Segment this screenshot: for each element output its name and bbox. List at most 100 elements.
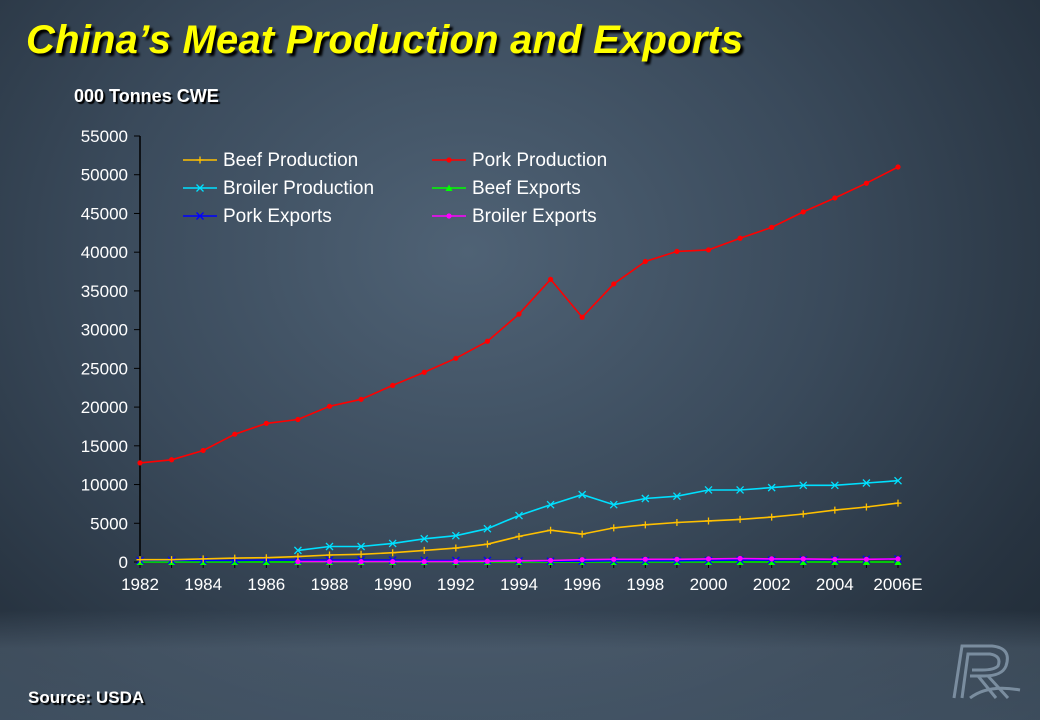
broiler-exports-line [297, 557, 899, 563]
x-tick-label: 2004 [816, 575, 854, 594]
broiler-production-point [736, 486, 745, 494]
pork-production-point [895, 164, 901, 170]
bottom-band [0, 610, 1040, 720]
broiler-exports-point [421, 559, 427, 565]
beef-exports-point [705, 558, 712, 565]
broiler-exports-point [863, 556, 870, 562]
pork-production-point [800, 209, 806, 215]
x-tick-label: 1996 [563, 575, 601, 594]
beef-production-point [736, 515, 744, 523]
y-tick-label: 15000 [81, 437, 128, 456]
legend-marker-pork-exports [196, 212, 204, 220]
beef-production-point [389, 549, 397, 557]
x-tick-label: 1990 [374, 575, 412, 594]
beef-production-point [357, 550, 365, 558]
units-label: 000 Tonnes CWE [74, 86, 219, 106]
broiler-production-point [894, 476, 902, 485]
y-tick-label: 0 [119, 553, 128, 572]
broiler-production-point [325, 542, 334, 551]
x-tick-label: 1994 [500, 575, 538, 594]
legend-label-beef-exports: Beef Exports [472, 178, 581, 199]
broiler-exports-point [737, 555, 743, 562]
beef-exports-point [799, 558, 807, 565]
beef-production-point [894, 499, 902, 507]
broiler-production-point [388, 539, 397, 548]
pork-production-point [295, 416, 301, 423]
legend-label-beef-production: Beef Production [223, 150, 358, 171]
company-logo-icon [952, 644, 1021, 700]
beef-exports-point [768, 558, 776, 565]
y-tick-label: 20000 [81, 398, 128, 417]
broiler-exports-point [769, 556, 775, 562]
beef-production-line [140, 502, 899, 561]
broiler-production-point [293, 546, 302, 555]
beef-production-point [515, 532, 523, 540]
beef-production-point [452, 544, 460, 552]
beef-production-point [578, 530, 586, 538]
pork-production-point [579, 314, 585, 320]
beef-exports-point [262, 558, 270, 565]
pork-production-point [200, 447, 206, 454]
broiler-production-point [420, 534, 429, 543]
broiler-production-point [830, 481, 839, 490]
beef-production-point [705, 517, 712, 525]
beef-production-point [799, 510, 807, 518]
broiler-production-point [609, 500, 618, 509]
beef-production-point [610, 524, 618, 532]
legend-marker-pork-production [446, 157, 452, 163]
legend-label-broiler-production: Broiler Production [223, 178, 374, 199]
broiler-production-point [767, 483, 776, 492]
beef-exports-point [894, 558, 902, 565]
y-tick-label: 25000 [81, 359, 128, 378]
broiler-production-point [862, 479, 871, 487]
broiler-exports-point [547, 557, 554, 564]
pork-production-point [326, 403, 333, 409]
page-title: China’s Meat Production and Exports [26, 18, 744, 62]
broiler-exports-point [579, 557, 585, 563]
legend-marker-broiler-production [196, 184, 204, 192]
x-tick-label: 2006E [873, 575, 922, 594]
pork-production-point [232, 431, 238, 437]
source-label: Source: USDA [28, 688, 145, 707]
broiler-production-point [546, 500, 555, 509]
beef-exports-point [736, 558, 744, 565]
pork-production-point [263, 420, 269, 426]
pork-production-point [863, 180, 870, 186]
beef-production-point [326, 551, 333, 559]
y-tick-label: 40000 [81, 243, 128, 262]
x-tick-label: 1982 [121, 575, 159, 594]
beef-production-point [420, 546, 428, 554]
broiler-exports-point [800, 556, 806, 562]
pork-production-point [390, 382, 396, 389]
broiler-exports-point [611, 556, 617, 562]
y-tick-label: 55000 [81, 127, 128, 146]
beef-production-point [831, 506, 839, 514]
pork-production-point [453, 355, 459, 361]
broiler-exports-point [705, 556, 712, 562]
broiler-exports-point [832, 556, 838, 562]
y-tick-label: 50000 [81, 166, 128, 185]
broiler-production-point [357, 542, 366, 551]
broiler-exports-point [390, 559, 396, 565]
y-tick-label: 10000 [81, 476, 128, 495]
x-tick-label: 1998 [626, 575, 664, 594]
pork-production-point [137, 460, 143, 466]
legend-marker-beef-exports [445, 184, 453, 191]
legend-marker-beef-production [196, 156, 204, 164]
x-tick-label: 2002 [753, 575, 791, 594]
broiler-exports-point [358, 559, 364, 565]
legend-label-pork-production: Pork Production [472, 150, 607, 171]
beef-production-point [262, 554, 270, 562]
broiler-production-point [483, 524, 492, 533]
broiler-exports-point [453, 559, 459, 565]
broiler-production-line [297, 479, 899, 552]
pork-production-point [642, 258, 648, 265]
beef-production-point [294, 553, 302, 561]
legend-marker-broiler-exports [446, 213, 452, 219]
beef-production-point [136, 556, 144, 564]
y-tick-label: 30000 [81, 321, 128, 340]
x-tick-label: 2000 [690, 575, 728, 594]
broiler-production-point [641, 494, 650, 503]
pork-production-point [421, 369, 427, 375]
